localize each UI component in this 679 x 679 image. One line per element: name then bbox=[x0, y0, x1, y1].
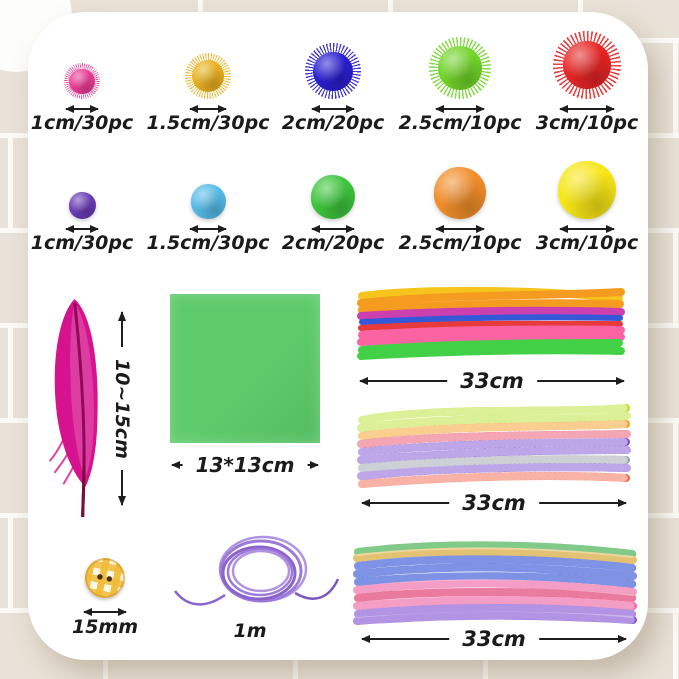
glitter-pompom-blue bbox=[305, 43, 361, 100]
feather-length-measure: 10~15cm bbox=[107, 312, 137, 505]
pipe-cleaner-bundle-plain bbox=[356, 282, 626, 360]
pom-size-label: 2cm/20pc bbox=[281, 112, 385, 135]
button-size-label: 15mm bbox=[71, 616, 139, 638]
pipe-cleaner-bundle-striped bbox=[356, 398, 632, 494]
paper-size-measure: 13*13cm bbox=[172, 452, 318, 478]
pompom-ball bbox=[563, 41, 611, 89]
width-arrow bbox=[312, 228, 354, 231]
pompom-ball bbox=[69, 68, 95, 94]
pompom-lightblue bbox=[190, 184, 226, 220]
glitter-pompom-pink bbox=[64, 63, 100, 100]
pompom-ball bbox=[558, 161, 616, 220]
pompom-ball bbox=[68, 192, 96, 220]
glitter-pom-cell-1: 1cm/30pc bbox=[17, 26, 147, 134]
pom-size-label: 1.5cm/30pc bbox=[146, 112, 270, 135]
pompom-ball bbox=[438, 46, 483, 91]
bundle3-length-label: 33cm bbox=[449, 626, 539, 652]
paper-square bbox=[170, 294, 320, 443]
plain-pom-cell-2: 1.5cm/30pc bbox=[143, 148, 273, 254]
pompom-ball bbox=[434, 167, 486, 220]
bundle1-length-label: 33cm bbox=[447, 368, 537, 394]
width-arrow bbox=[312, 108, 354, 111]
pom-size-label: 2.5cm/10pc bbox=[398, 232, 522, 255]
width-arrow bbox=[190, 228, 226, 231]
glitter-pompom-red bbox=[553, 31, 621, 100]
plain-pom-cell-5: 3cm/10pc bbox=[522, 148, 652, 254]
plain-pom-cell-3: 2cm/20pc bbox=[268, 148, 398, 254]
pompom-green bbox=[311, 175, 355, 220]
width-arrow bbox=[436, 108, 484, 111]
glitter-pompom-gold bbox=[185, 53, 231, 100]
width-arrow bbox=[66, 108, 98, 111]
width-arrow bbox=[190, 108, 226, 111]
pom-size-label: 1cm/30pc bbox=[30, 232, 134, 255]
pom-size-label: 2cm/20pc bbox=[281, 232, 385, 255]
pom-size-label: 1.5cm/30pc bbox=[146, 232, 270, 255]
pompom-ball bbox=[190, 184, 226, 220]
pipe-cleaner-bundle-glitter bbox=[350, 534, 640, 628]
width-arrow bbox=[84, 611, 126, 613]
width-arrow bbox=[436, 228, 484, 231]
bundle3-length-measure: 33cm bbox=[362, 626, 626, 652]
glitter-pom-cell-5: 3cm/10pc bbox=[522, 26, 652, 134]
width-arrow bbox=[560, 228, 614, 231]
paper-size-label: 13*13cm bbox=[182, 452, 308, 478]
glitter-pom-cell-4: 2.5cm/10pc bbox=[395, 26, 525, 134]
width-arrow bbox=[66, 228, 98, 231]
pompom-yellow bbox=[558, 161, 616, 220]
width-arrow bbox=[560, 108, 614, 111]
bundle2-length-measure: 33cm bbox=[362, 490, 626, 516]
glitter-pompom-green bbox=[429, 37, 491, 100]
pom-size-label: 3cm/10pc bbox=[535, 232, 639, 255]
glitter-pom-cell-2: 1.5cm/30pc bbox=[143, 26, 273, 134]
pompom-ball bbox=[311, 175, 355, 220]
gingham-button bbox=[81, 554, 129, 602]
pompom-ball bbox=[191, 60, 225, 93]
pompom-orange bbox=[434, 167, 486, 220]
pompom-ball bbox=[313, 51, 353, 91]
plain-pom-cell-1: 1cm/30pc bbox=[17, 148, 147, 254]
plain-pom-cell-4: 2.5cm/10pc bbox=[395, 148, 525, 254]
pompom-purple bbox=[68, 192, 96, 220]
pom-size-label: 2.5cm/10pc bbox=[398, 112, 522, 135]
pom-size-label: 3cm/10pc bbox=[535, 112, 639, 135]
bundle2-length-label: 33cm bbox=[449, 490, 539, 516]
feather bbox=[34, 293, 122, 521]
pom-size-label: 1cm/30pc bbox=[30, 112, 134, 135]
button-group: 15mm bbox=[55, 554, 155, 638]
cord-length-label: 1m bbox=[233, 620, 267, 642]
glitter-pom-cell-3: 2cm/20pc bbox=[268, 26, 398, 134]
cord-coil bbox=[173, 533, 341, 621]
bundle1-length-measure: 33cm bbox=[360, 368, 624, 394]
feather-length-label: 10~15cm bbox=[111, 346, 133, 471]
